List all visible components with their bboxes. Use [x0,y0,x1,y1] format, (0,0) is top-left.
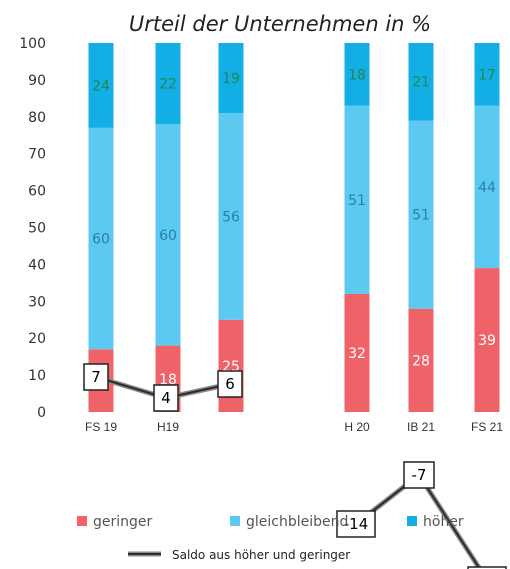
y-tick-label: 10 [28,368,46,384]
category-label: H 20 [344,420,370,434]
bar-segment-geringer [408,308,434,412]
bar-segment-geringer [344,293,370,412]
y-tick-label: 40 [28,257,46,273]
bar-segment-höher [218,43,244,114]
category-label: IB 21 [407,420,435,434]
category-labels: FS 19 H19 H 20 IB 21 FS 21 [85,420,503,434]
saldo-value-box [83,363,109,391]
data-label: 39 [478,333,496,349]
legend-label: höher [423,514,464,530]
saldo-value-label: 4 [161,389,171,407]
bars: 176024186022255619325118285121394417 [88,43,500,412]
legend-label: gleichbleibend [246,514,348,530]
data-label: 60 [159,228,177,244]
y-tick-label: 30 [28,294,46,310]
y-tick-label: 90 [28,73,46,89]
data-label: 18 [348,67,366,83]
legend-swatch-höher [407,516,417,526]
data-label: 22 [159,77,177,93]
legend-label: geringer [93,514,153,530]
bar-segment-höher [344,43,370,106]
y-tick-label: 100 [19,36,46,52]
saldo-value-label: -7 [412,466,427,484]
bar-segment-geringer [474,268,500,412]
bar-segment-gleichbleibend [344,105,370,294]
saldo-value-label: 7 [91,368,101,386]
legend-swatch-gleichbleibend [230,516,240,526]
bar-segment-höher [155,43,181,125]
data-label: 17 [478,67,496,83]
y-tick-label: 80 [28,110,46,126]
y-axis: 0 10 20 30 40 50 60 70 80 90 100 [19,36,46,421]
bar-segment-höher [408,43,434,121]
bar-segment-höher [474,43,500,106]
saldo-value-box [403,461,435,489]
category-label: FS 21 [471,420,503,434]
bar-segment-gleichbleibend [218,113,244,320]
saldo-value-label: 6 [225,375,235,393]
saldo-value-box [467,566,507,569]
y-tick-label: 60 [28,184,46,200]
saldo-value-box [217,370,243,398]
legend-label-saldo: Saldo aus höher und geringer [172,548,350,562]
saldo-value-box [153,384,179,412]
chart-title: Urteil der Unternehmen in % [129,12,431,36]
y-tick-label: 70 [28,147,46,163]
y-tick-label: 50 [28,221,46,237]
data-label: 24 [92,78,110,94]
data-label: 19 [222,71,240,87]
bar-segment-gleichbleibend [88,127,114,350]
y-tick-label: 20 [28,331,46,347]
data-label: 60 [92,232,110,248]
bar-segment-gleichbleibend [408,120,434,309]
saldo-value-label: -14 [344,515,369,533]
legend-swatch-geringer [77,516,87,526]
data-label: 21 [412,75,430,91]
category-label: FS 19 [85,420,117,434]
category-label: H19 [157,420,179,434]
bar-segment-gleichbleibend [474,105,500,269]
saldo-line: 746-14-7-22 [83,363,507,569]
data-label: 56 [222,209,240,225]
data-label: 51 [348,193,366,209]
data-label: 18 [159,372,177,388]
saldo-value-box [336,510,376,538]
data-label: 51 [412,208,430,224]
data-label: 28 [412,353,430,369]
bar-segment-gleichbleibend [155,124,181,346]
data-label: 44 [478,180,496,196]
bar-segment-höher [88,43,114,128]
legend: geringer gleichbleibend höher Saldo aus höh… [77,514,464,562]
y-tick-label: 0 [37,405,46,421]
data-label: 32 [348,346,366,362]
